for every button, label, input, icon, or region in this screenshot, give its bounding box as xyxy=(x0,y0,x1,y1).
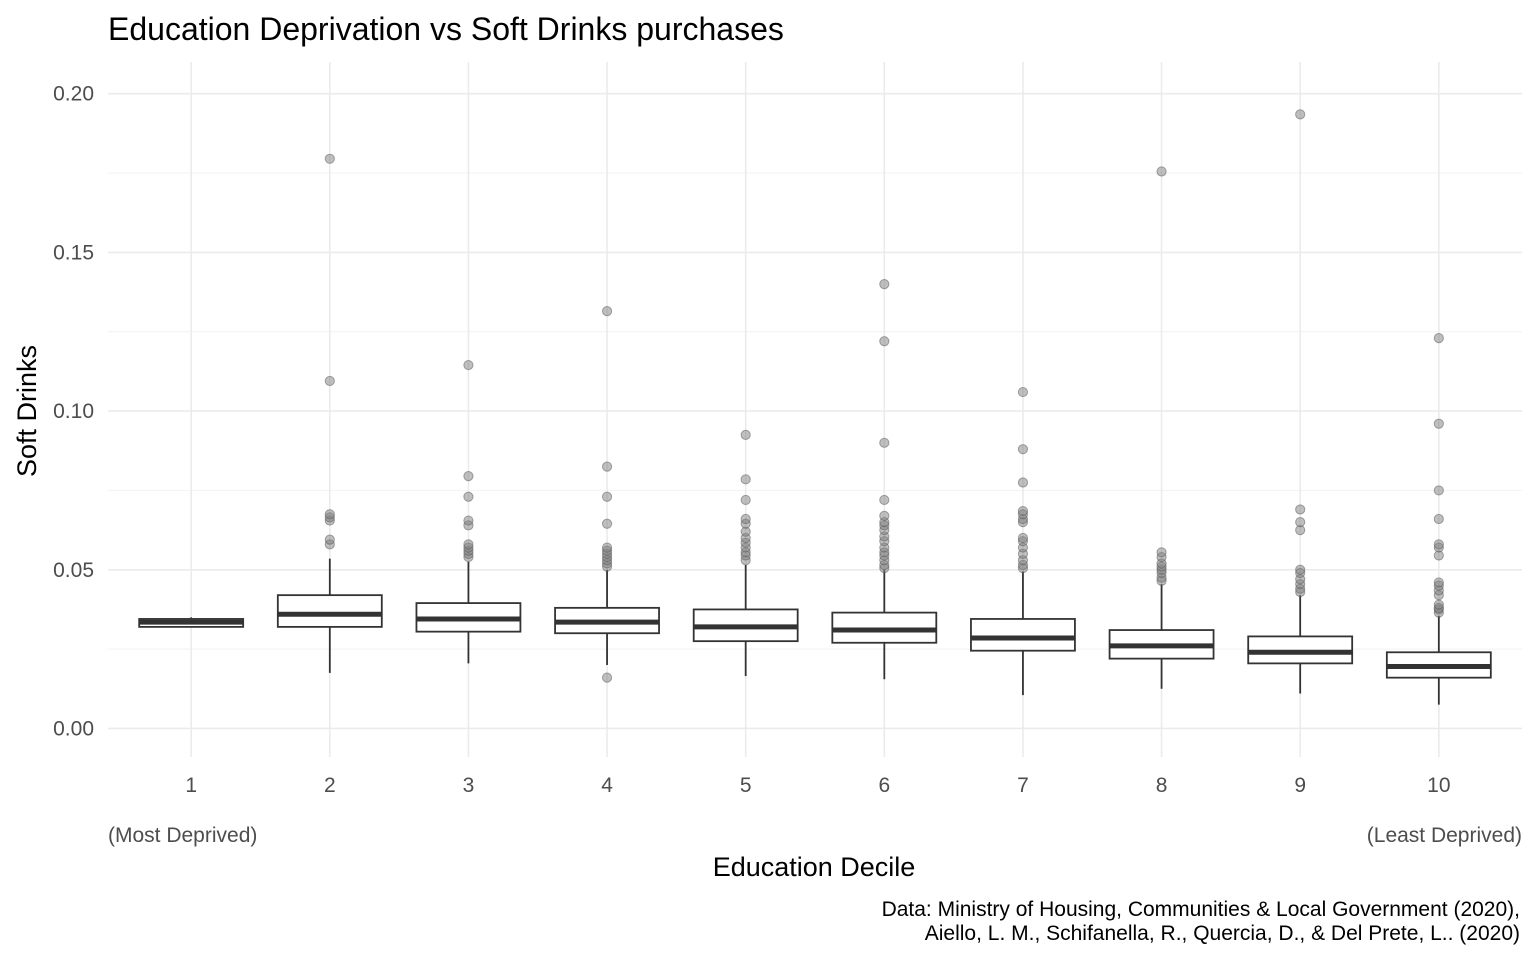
y-tick-label: 0.15 xyxy=(53,241,94,264)
outlier-point xyxy=(879,437,890,448)
x-tick-label: 6 xyxy=(878,774,890,797)
caption-line-2: Aiello, L. M., Schifanella, R., Quercia,… xyxy=(925,922,1520,945)
outlier-point xyxy=(1295,564,1306,575)
outlier-point xyxy=(1295,109,1306,120)
x-note-left: (Most Deprived) xyxy=(108,824,257,847)
outlier-point xyxy=(463,471,474,482)
box-decile-10 xyxy=(1385,332,1492,705)
outlier-point xyxy=(1017,444,1029,455)
x-tick-label: 5 xyxy=(740,774,752,797)
y-tick-label: 0.00 xyxy=(53,717,94,740)
box-decile-7 xyxy=(970,386,1076,696)
outlier-point xyxy=(879,510,890,521)
x-tick-label: 9 xyxy=(1294,774,1306,797)
outlier-point xyxy=(740,474,751,485)
y-axis-title: Soft Drinks xyxy=(12,345,42,477)
x-tick-label: 8 xyxy=(1156,774,1168,797)
box-iqr xyxy=(970,618,1076,652)
outlier-point xyxy=(324,534,335,545)
outlier-point xyxy=(740,494,751,506)
outlier-point xyxy=(324,509,335,520)
outlier-point xyxy=(879,336,890,347)
outlier-point xyxy=(1156,166,1167,177)
outlier-point xyxy=(879,279,890,290)
outlier-point xyxy=(463,491,474,502)
outlier-point xyxy=(324,153,335,164)
outlier-point xyxy=(601,672,613,683)
y-tick-label: 0.10 xyxy=(53,400,94,423)
outlier-point xyxy=(324,375,335,387)
outlier-point xyxy=(740,429,751,440)
x-tick-label: 1 xyxy=(185,774,197,797)
x-tick-label: 4 xyxy=(601,774,613,797)
x-tick-label: 7 xyxy=(1017,774,1029,797)
y-tick-label: 0.05 xyxy=(53,559,94,582)
outlier-point xyxy=(1433,539,1444,550)
box-decile-3 xyxy=(415,359,522,664)
boxplot-series xyxy=(138,109,1492,705)
outlier-point xyxy=(740,513,751,525)
chart-title: Education Deprivation vs Soft Drinks pur… xyxy=(108,11,784,47)
outlier-point xyxy=(601,461,613,472)
outlier-point xyxy=(1017,505,1029,517)
outlier-point xyxy=(1433,577,1444,588)
x-tick-label: 2 xyxy=(324,774,336,797)
outlier-point xyxy=(601,491,613,502)
box-decile-5 xyxy=(692,429,799,677)
outlier-point xyxy=(463,515,474,526)
box-decile-8 xyxy=(1108,166,1215,689)
outlier-point xyxy=(1295,517,1306,528)
y-tick-label: 0.20 xyxy=(53,83,94,106)
outlier-point xyxy=(601,306,613,317)
x-note-right: (Least Deprived) xyxy=(1367,824,1522,847)
outlier-point xyxy=(1433,418,1444,429)
box-decile-4 xyxy=(554,306,660,683)
outlier-point xyxy=(463,539,474,550)
outlier-point xyxy=(601,542,613,553)
outlier-point xyxy=(1017,386,1029,398)
outlier-point xyxy=(1433,485,1444,496)
box-iqr xyxy=(276,594,383,628)
x-axis: 1 2 3 4 5 6 7 8 9 10 xyxy=(185,774,1450,797)
box-decile-2 xyxy=(276,153,383,673)
outlier-point xyxy=(1433,513,1444,525)
outlier-point xyxy=(463,359,474,371)
outlier-point xyxy=(1433,332,1444,344)
outlier-point xyxy=(1017,532,1029,544)
outlier-point xyxy=(1156,547,1167,558)
box-decile-6 xyxy=(831,279,938,680)
outlier-point xyxy=(1433,599,1444,610)
outlier-point xyxy=(601,518,613,529)
box-decile-1 xyxy=(138,617,245,628)
y-axis: 0.00 0.05 0.10 0.15 0.20 xyxy=(53,83,94,741)
x-tick-label: 3 xyxy=(463,774,475,797)
x-tick-label: 10 xyxy=(1427,774,1450,797)
outlier-point xyxy=(879,494,890,506)
outlier-point xyxy=(1017,477,1029,488)
caption-line-1: Data: Ministry of Housing, Communities &… xyxy=(882,898,1520,921)
x-axis-title: Education Decile xyxy=(713,852,916,882)
outlier-point xyxy=(1295,504,1306,515)
box-decile-9 xyxy=(1247,109,1354,694)
